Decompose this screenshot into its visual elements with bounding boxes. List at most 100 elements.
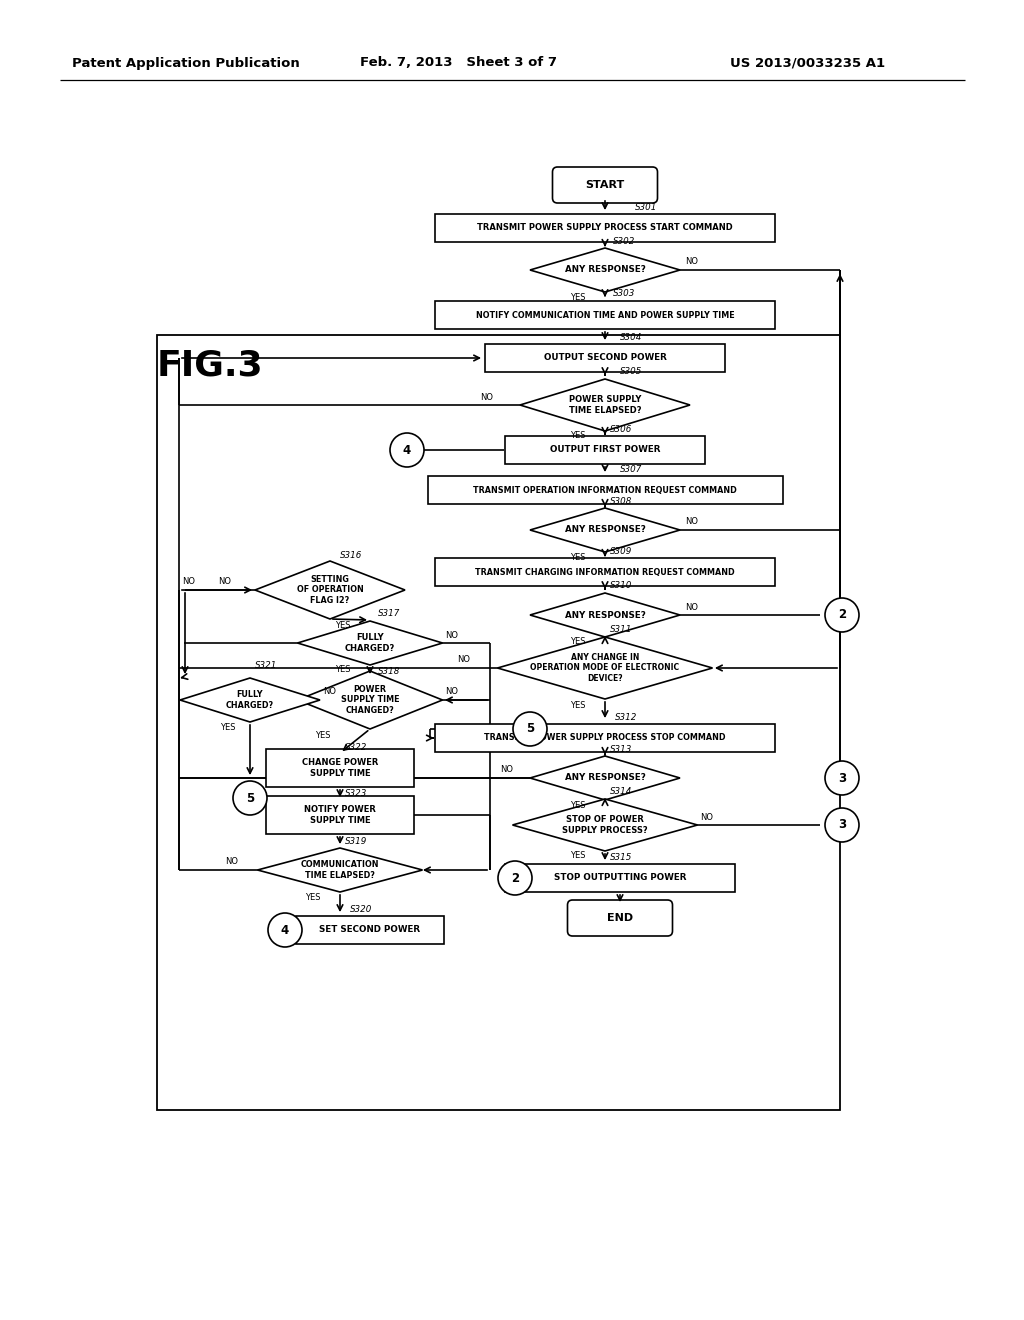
Text: ANY CHANGE IN
OPERATION MODE OF ELECTRONIC
DEVICE?: ANY CHANGE IN OPERATION MODE OF ELECTRON…	[530, 653, 680, 682]
Text: NO: NO	[700, 813, 713, 821]
Text: S312: S312	[615, 713, 637, 722]
Text: NO: NO	[445, 688, 458, 697]
Text: S308: S308	[610, 496, 633, 506]
Circle shape	[825, 808, 859, 842]
Polygon shape	[520, 379, 690, 432]
Text: SET SECOND POWER: SET SECOND POWER	[319, 925, 421, 935]
Text: S321: S321	[255, 660, 278, 669]
Text: SETTING
OF OPERATION
FLAG I2?: SETTING OF OPERATION FLAG I2?	[297, 576, 364, 605]
Text: YES: YES	[570, 701, 586, 710]
Bar	[266, 748, 414, 787]
Text: NO: NO	[225, 858, 238, 866]
Bar	[296, 916, 444, 944]
Text: STOP OF POWER
SUPPLY PROCESS?: STOP OF POWER SUPPLY PROCESS?	[562, 816, 648, 834]
Bar	[485, 345, 725, 372]
Text: NO: NO	[500, 766, 513, 775]
Circle shape	[513, 711, 547, 746]
Text: NO: NO	[323, 688, 336, 697]
Circle shape	[233, 781, 267, 814]
Text: S319: S319	[345, 837, 368, 846]
Text: YES: YES	[335, 622, 350, 631]
Text: Feb. 7, 2013   Sheet 3 of 7: Feb. 7, 2013 Sheet 3 of 7	[360, 57, 557, 70]
Text: YES: YES	[570, 553, 586, 561]
Circle shape	[825, 762, 859, 795]
Polygon shape	[298, 620, 442, 665]
Bar	[435, 214, 775, 242]
Bar	[505, 436, 705, 465]
Text: S323: S323	[345, 789, 368, 799]
Text: NO: NO	[685, 517, 698, 527]
Text: NOTIFY COMMUNICATION TIME AND POWER SUPPLY TIME: NOTIFY COMMUNICATION TIME AND POWER SUPP…	[476, 310, 734, 319]
Text: YES: YES	[220, 722, 236, 731]
Text: 5: 5	[526, 722, 535, 735]
Polygon shape	[530, 248, 680, 292]
Text: S306: S306	[610, 425, 633, 433]
Text: YES: YES	[570, 432, 586, 441]
Text: TRANSMIT POWER SUPPLY PROCESS STOP COMMAND: TRANSMIT POWER SUPPLY PROCESS STOP COMMA…	[484, 734, 726, 742]
Text: S307: S307	[620, 465, 642, 474]
Text: S302: S302	[613, 236, 635, 246]
Text: S322: S322	[345, 742, 368, 751]
Text: ANY RESPONSE?: ANY RESPONSE?	[564, 525, 645, 535]
Text: S304: S304	[620, 333, 642, 342]
FancyBboxPatch shape	[567, 900, 673, 936]
Text: Patent Application Publication: Patent Application Publication	[72, 57, 300, 70]
Text: YES: YES	[305, 892, 321, 902]
Polygon shape	[512, 799, 697, 851]
Text: YES: YES	[570, 638, 586, 647]
Text: S301: S301	[635, 203, 657, 213]
Text: NOTIFY POWER
SUPPLY TIME: NOTIFY POWER SUPPLY TIME	[304, 805, 376, 825]
Polygon shape	[298, 671, 442, 729]
Text: S317: S317	[378, 610, 400, 619]
Text: FIG.3: FIG.3	[157, 348, 263, 381]
Circle shape	[498, 861, 532, 895]
Bar	[505, 865, 735, 892]
Polygon shape	[180, 678, 319, 722]
Text: S318: S318	[378, 667, 400, 676]
Polygon shape	[257, 847, 423, 892]
Text: 2: 2	[838, 609, 846, 622]
Text: NO: NO	[457, 656, 470, 664]
Polygon shape	[498, 638, 713, 700]
Text: NO: NO	[445, 631, 458, 639]
Text: END: END	[607, 913, 633, 923]
Bar	[266, 796, 414, 834]
Text: YES: YES	[570, 293, 586, 301]
Circle shape	[268, 913, 302, 946]
Text: S313: S313	[610, 744, 633, 754]
Polygon shape	[530, 593, 680, 638]
Text: NO: NO	[685, 602, 698, 611]
Text: YES: YES	[570, 851, 586, 861]
Text: 4: 4	[281, 924, 289, 936]
Circle shape	[825, 598, 859, 632]
Text: OUTPUT FIRST POWER: OUTPUT FIRST POWER	[550, 446, 660, 454]
Text: ANY RESPONSE?: ANY RESPONSE?	[564, 774, 645, 783]
Bar	[157, 335, 840, 1110]
Text: US 2013/0033235 A1: US 2013/0033235 A1	[730, 57, 885, 70]
Text: S310: S310	[610, 582, 633, 590]
Polygon shape	[530, 508, 680, 552]
Polygon shape	[530, 756, 680, 800]
Text: S305: S305	[620, 367, 642, 376]
Text: 3: 3	[838, 771, 846, 784]
Text: S316: S316	[340, 550, 362, 560]
Bar	[427, 477, 782, 504]
Text: POWER
SUPPLY TIME
CHANGED?: POWER SUPPLY TIME CHANGED?	[341, 685, 399, 715]
Text: STOP OUTPUTTING POWER: STOP OUTPUTTING POWER	[554, 874, 686, 883]
Text: CHANGE POWER
SUPPLY TIME: CHANGE POWER SUPPLY TIME	[302, 758, 378, 777]
Text: FULLY
CHARGED?: FULLY CHARGED?	[345, 634, 395, 652]
Text: S303: S303	[613, 289, 635, 298]
Bar	[435, 558, 775, 586]
Text: 3: 3	[838, 818, 846, 832]
Circle shape	[390, 433, 424, 467]
Text: FULLY
CHARGED?: FULLY CHARGED?	[226, 690, 274, 710]
Text: YES: YES	[315, 731, 331, 741]
Polygon shape	[255, 561, 406, 619]
Text: NO: NO	[218, 578, 231, 586]
Text: TRANSMIT CHARGING INFORMATION REQUEST COMMAND: TRANSMIT CHARGING INFORMATION REQUEST CO…	[475, 568, 735, 577]
Text: 5: 5	[246, 792, 254, 804]
Text: S309: S309	[610, 546, 633, 556]
Text: S311: S311	[610, 626, 633, 635]
Text: S314: S314	[610, 788, 633, 796]
Text: TRANSMIT OPERATION INFORMATION REQUEST COMMAND: TRANSMIT OPERATION INFORMATION REQUEST C…	[473, 486, 737, 495]
